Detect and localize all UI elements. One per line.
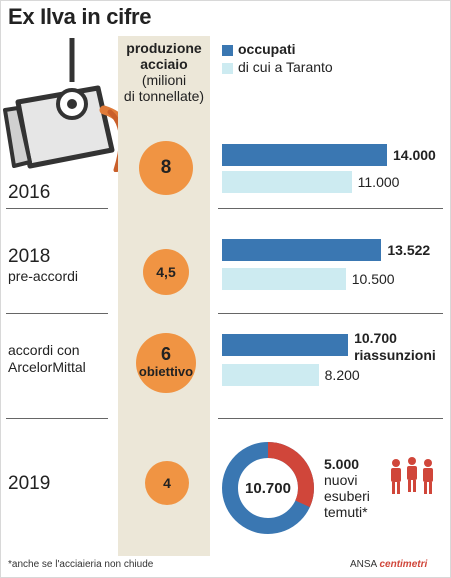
employment-ring: [222, 442, 314, 534]
layoffs-line1: nuovi: [324, 472, 358, 488]
row-label-arcelormittal: ArcelorMittal: [8, 359, 86, 375]
layoffs-line3: temuti*: [324, 504, 368, 520]
divider: [218, 418, 443, 419]
legend-label-occupati: occupati: [238, 41, 296, 57]
production-note: obiettivo: [138, 364, 194, 379]
value-occupati-2016: 14.000: [393, 147, 436, 163]
production-value: 4: [163, 475, 171, 491]
production-circle: 4: [145, 461, 189, 505]
divider: [6, 418, 108, 419]
production-circle: 4,5: [143, 249, 189, 295]
source-ansa: ANSA: [350, 559, 377, 570]
row-label-2016: 2016: [8, 182, 51, 203]
divider: [218, 208, 443, 209]
source-credit: ANSA centimetri: [350, 559, 427, 570]
divider: [6, 313, 108, 314]
bar-occupati-2016: [222, 144, 387, 166]
production-value: 4,5: [156, 264, 176, 280]
value-taranto-2016: 11.000: [357, 174, 400, 190]
legend-swatch-taranto: [222, 63, 233, 74]
source-centimetri: centimetri: [379, 559, 428, 570]
production-value: 6: [160, 344, 171, 364]
value-taranto-2018: 10.500: [351, 271, 395, 287]
production-value: 8: [160, 157, 172, 178]
bar-taranto-2016: [222, 171, 352, 193]
bar-taranto-accordi: [222, 364, 319, 386]
ring-center-value: 10.700: [245, 480, 291, 497]
value-occupati-2018: 13.522: [387, 242, 431, 258]
bar-occupati-2018: [222, 239, 382, 261]
bar-taranto-2018: [222, 268, 346, 290]
row-sublabel-pre-accordi: pre-accordi: [8, 268, 79, 284]
layoffs-text: 5.000 nuovi esuberi temuti*: [324, 456, 370, 520]
value-taranto-accordi: 8.200: [324, 367, 360, 383]
value-note-riassunzioni: riassunzioni: [354, 347, 436, 363]
divider: [218, 313, 443, 314]
layoffs-line2: esuberi: [324, 488, 370, 504]
row-label-accordi: accordi con: [8, 342, 80, 358]
value-occupati-accordi: 10.700: [354, 330, 397, 346]
bar-occupati-accordi: [222, 334, 349, 356]
row-label-2018: 2018: [8, 246, 51, 267]
layoffs-value: 5.000: [324, 456, 360, 472]
legend-swatch-occupati: [222, 45, 233, 56]
footnote: *anche se l'acciaieria non chiude: [8, 559, 154, 570]
row-label-2019: 2019: [8, 473, 51, 494]
production-header: produzione acciaio (milioni di tonnellat…: [123, 40, 205, 104]
ring-segment-layoffs: [222, 442, 314, 534]
workers-icon: [391, 457, 433, 494]
divider: [6, 208, 108, 209]
legend-label-taranto: di cui a Taranto: [238, 59, 333, 75]
production-circle: 8: [139, 141, 193, 195]
production-circle: 6 obiettivo: [136, 333, 196, 393]
chart-title: Ex Ilva in cifre: [8, 4, 152, 29]
